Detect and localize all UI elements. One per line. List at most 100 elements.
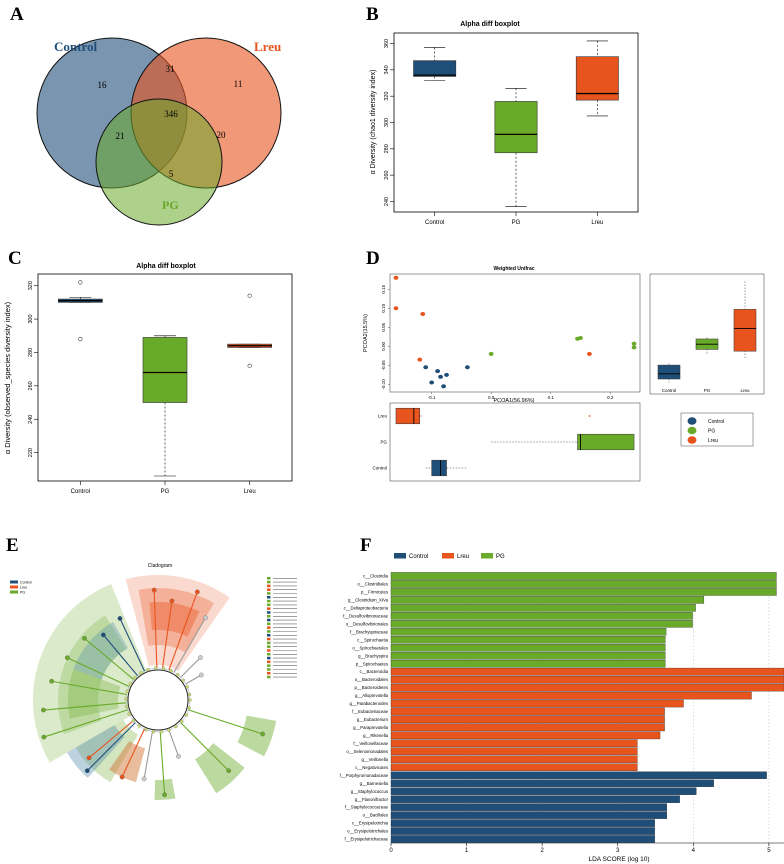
chao1-xtick-label: Lreu [591, 220, 603, 226]
cladogram-key-swatch [267, 626, 271, 629]
cladogram-key-swatch [267, 611, 271, 614]
cladogram-branch [185, 674, 202, 685]
cladogram-branch [119, 618, 145, 672]
cladogram-node-inner [188, 698, 192, 702]
pcoa-legend-label: Lreu [708, 438, 718, 444]
cladogram-node-inner [169, 669, 173, 673]
cladogram-node [82, 635, 87, 641]
lda-xlabel: LDA SCORE (log 10) [588, 856, 649, 863]
cladogram-clade-highlight [195, 743, 245, 794]
pcoa-point-lreu [417, 357, 423, 362]
cladogram-clade-highlight [125, 575, 230, 672]
pcoa-side-box-control [657, 364, 681, 380]
cladogram-node-inner [185, 685, 189, 689]
lda-bar-control [390, 811, 668, 819]
lda-bar-label: c__Negativicutes [355, 765, 388, 770]
venn-count-pg-only: 5 [169, 169, 174, 179]
lda-bar-control [390, 835, 655, 843]
lda-bar-pg [390, 643, 666, 652]
pcoa-point-lreu [420, 311, 426, 316]
pcoa-bottom-label: Control [372, 466, 387, 471]
observed-outlier [78, 280, 83, 285]
pcoa-xtick-label: 0.0 [488, 395, 495, 400]
cladogram-node [117, 616, 123, 621]
pcoa-point-control [429, 380, 435, 385]
boxplot-observed-ylabel: α Diversity (observed_species diversity … [3, 301, 12, 454]
cladogram-branch [180, 722, 230, 772]
cladogram-clade-highlight [138, 588, 214, 653]
lda-bar-label: g__Rikenella [363, 733, 388, 738]
pcoa-bottom-box-frame [389, 402, 641, 482]
lda-legend-swatch-control [394, 553, 406, 559]
observed-outlier [247, 363, 252, 368]
cladogram-key-swatch [267, 672, 271, 675]
lda-bar-label: f__Desulfovibrionaceae [343, 613, 389, 618]
cladogram-node-inner [128, 682, 133, 686]
lda-bar-pg [390, 651, 666, 660]
lda-bar-control [390, 827, 655, 835]
boxplot-chao1: Alpha diff boxplot α Diversity (chao1 di… [370, 21, 639, 226]
cladogram-node [41, 707, 46, 713]
pcoa-panel: Weighted Unifrac PCOA2(15.5%) PCOA1(56.9… [363, 266, 765, 482]
chao1-ytick-label: 240 [384, 197, 390, 206]
lda-bar-lreu [390, 739, 638, 748]
pcoa-side-box-lreu [733, 309, 757, 352]
cladogram-branch [143, 731, 153, 779]
cladogram-key-swatch [267, 580, 271, 584]
pcoa-point-lreu [393, 306, 399, 311]
pcoa-xtick-label: 0.1 [548, 395, 555, 400]
cladogram-node-inner [151, 729, 156, 734]
chao1-box-lreu [575, 56, 619, 101]
lda-xtick-label: 2 [540, 848, 544, 854]
lda-bar-pg [390, 612, 693, 620]
cladogram-key-swatch [267, 630, 271, 633]
pcoa-point-pg [578, 335, 583, 340]
lda-xtick-label: 1 [465, 848, 469, 854]
cladogram-node-inner [154, 666, 158, 670]
cladogram-node [260, 731, 265, 737]
lda-bar-label: g__Staphylococcus [351, 789, 388, 794]
pcoa-bottom-box-pg [577, 433, 635, 451]
lda-bar-label: f__Erysipelotrichaceae [345, 837, 389, 842]
cladogram-node [169, 598, 175, 604]
pcoa-legend-label: Control [708, 419, 724, 425]
cladogram-key-swatch [267, 622, 271, 626]
lda-bar-control [390, 787, 697, 795]
cladogram-node-inner [180, 719, 184, 724]
lda-bar-label: g__Clostridium_XIVa [348, 597, 389, 602]
panel-letter-a: A [10, 4, 24, 25]
chao1-xtick-label: PG [512, 220, 521, 226]
pcoa-side-label: PG [704, 388, 711, 393]
lda-bar-lreu [390, 667, 784, 676]
lda-bar-pg [390, 659, 666, 668]
lda-bar-pg [390, 580, 777, 588]
lda-xtick-label: 0 [389, 848, 393, 854]
cladogram-key-swatch [267, 637, 271, 641]
cladogram-key-swatch [267, 656, 271, 660]
cladogram-legend-label: Control [20, 581, 32, 585]
lda-bar-label: f__Eubacteriaceae [352, 709, 388, 714]
cladogram-node-inner [175, 673, 180, 677]
cladogram-node [162, 792, 167, 798]
observed-outlier [78, 337, 83, 342]
lda-bar-label: g__Veillonella [361, 757, 388, 762]
cladogram-node-inner [146, 667, 150, 672]
panel-letter-e: E [6, 535, 19, 556]
lda-bar-pg [390, 620, 693, 628]
cladogram-node-inner [133, 676, 137, 680]
cladogram-node [86, 755, 92, 761]
pcoa-point-control [444, 372, 449, 377]
lda-bar-pg [390, 604, 696, 612]
cladogram-node-inner [127, 712, 131, 716]
cladogram-legend-swatch-control [10, 580, 18, 584]
lda-bar-lreu [390, 715, 665, 724]
cladogram-node-inner [124, 704, 129, 709]
cladogram-node-inner [187, 705, 191, 710]
cladogram-title: Cladogram [148, 563, 172, 569]
pcoa-legend-swatch-lreu [687, 436, 697, 444]
cladogram-branch [43, 702, 127, 711]
observed-ytick-label: 300 [28, 314, 34, 323]
cladogram-legend-label: PG [20, 591, 25, 595]
cladogram-node [203, 615, 208, 621]
cladogram-node [65, 655, 70, 661]
